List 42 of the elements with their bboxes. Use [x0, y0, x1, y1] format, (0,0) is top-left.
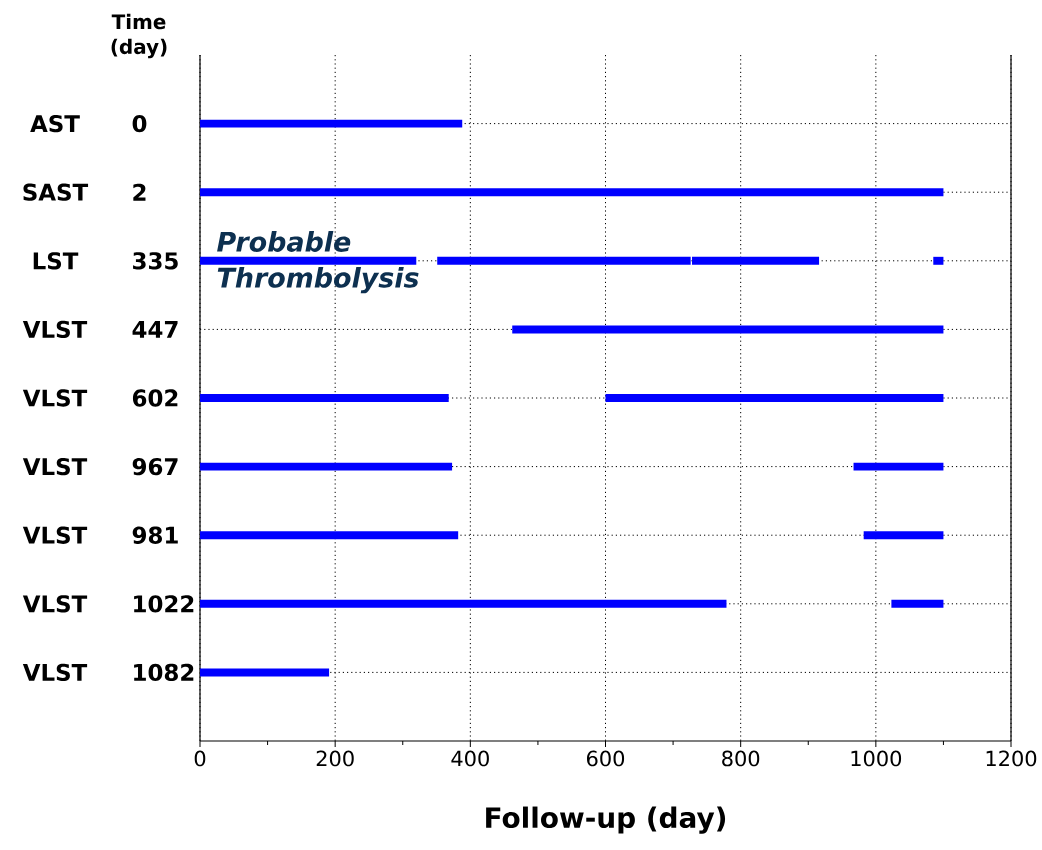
y-tick-label: VLST	[22, 526, 88, 544]
y2-tick-label: 2	[133, 183, 146, 201]
bar	[891, 599, 944, 608]
y2-tick-label: 602	[132, 389, 178, 407]
x-tick-label: 200	[316, 750, 354, 767]
x-tick-label: 600	[586, 750, 625, 767]
y-tick-label: VLST	[22, 663, 88, 682]
annotation: Probable Thrombolysis	[217, 231, 419, 294]
bar	[200, 462, 453, 471]
x-tick-label: 0	[194, 750, 206, 767]
y-axis-title: Time (day)	[111, 13, 167, 59]
bar	[605, 394, 944, 402]
y-tick-label: VLST	[22, 595, 88, 613]
y-tick-label: VLST	[22, 320, 88, 339]
bar	[200, 394, 449, 402]
bar	[200, 188, 944, 197]
y-tick-label: VLST	[22, 457, 88, 476]
y2-tick-label: 981	[132, 526, 178, 544]
x-tick-label: 1200	[986, 750, 1037, 767]
y-tick-label: LST	[33, 252, 79, 270]
bar	[200, 599, 727, 608]
x-axis-title: Follow-up (day)	[486, 806, 726, 834]
bar	[933, 256, 944, 265]
x-tick-label: 400	[451, 750, 489, 767]
y-tick-label: SAST	[23, 183, 89, 201]
bar	[200, 531, 459, 540]
y2-tick-label: 1082	[134, 663, 194, 682]
y2-tick-label: 447	[132, 321, 178, 338]
bar	[200, 256, 417, 265]
bar	[512, 325, 944, 334]
y2-tick-label: 967	[132, 457, 178, 476]
bar	[863, 531, 944, 540]
y-tick-label: AST	[30, 114, 80, 133]
y2-tick-label: 335	[133, 252, 178, 270]
y2-tick-label: 0	[132, 114, 147, 133]
y2-tick-label: 1022	[134, 595, 194, 613]
bar	[853, 462, 944, 471]
x-tick-label: 1000	[851, 750, 902, 767]
y-tick-label: VLST	[22, 389, 88, 407]
bar	[200, 119, 463, 128]
x-tick-label: 800	[722, 750, 760, 767]
bar	[200, 668, 330, 677]
